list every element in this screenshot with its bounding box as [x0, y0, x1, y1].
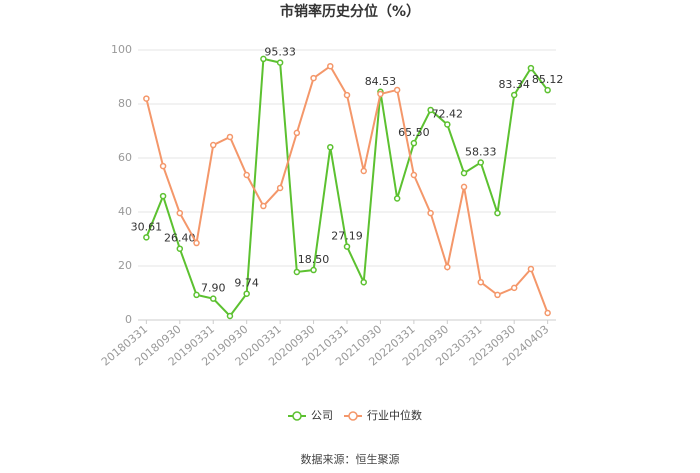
point [226, 312, 234, 320]
data-label: 27.19 [331, 230, 363, 243]
point [477, 278, 485, 286]
point [209, 141, 217, 149]
source: 数据来源：恒生聚源 [301, 452, 400, 466]
data-label: 9.74 [234, 277, 259, 290]
point [460, 169, 468, 177]
point [260, 202, 267, 210]
data-label: 30.61 [131, 220, 163, 233]
point [494, 209, 501, 217]
data-label: 7.90 [201, 282, 226, 295]
point [176, 209, 184, 217]
data-label: 83.34 [498, 78, 530, 91]
point [343, 243, 351, 250]
point [159, 162, 167, 170]
point [276, 59, 284, 66]
y-tick-label: 20 [118, 259, 132, 272]
point [444, 263, 451, 271]
point [293, 129, 301, 137]
series-line [145, 64, 549, 314]
legend-marker [292, 411, 302, 421]
data-label: 26.40 [164, 232, 196, 245]
data-label: 95.33 [264, 46, 296, 59]
legend-label: 公司 [311, 409, 333, 422]
point [410, 139, 418, 147]
point [310, 74, 317, 82]
point [209, 295, 217, 302]
y-tick-label: 80 [118, 97, 132, 110]
data-label: 58.33 [465, 146, 497, 159]
point [410, 171, 418, 179]
data-label: 72.42 [432, 107, 464, 120]
point [510, 284, 518, 292]
y-tick-label: 60 [118, 151, 132, 164]
data-label: 85.12 [532, 73, 564, 86]
data-label: 84.53 [365, 75, 397, 88]
point [544, 86, 551, 94]
point [360, 167, 367, 175]
point [444, 121, 451, 128]
chart-title: 市销率历史分位（%） [280, 3, 420, 20]
point [327, 62, 334, 70]
point [377, 90, 384, 98]
point [477, 159, 485, 166]
point [143, 234, 150, 241]
point [243, 290, 250, 297]
y-tick-label: 40 [118, 205, 132, 218]
point [193, 291, 200, 299]
y-tick-label: 100 [111, 43, 132, 56]
point [310, 266, 317, 274]
point [427, 209, 434, 217]
point [143, 95, 150, 102]
point [460, 183, 468, 191]
point [243, 171, 250, 179]
point [159, 192, 167, 200]
point [226, 133, 234, 141]
legend-label: 行业中位数 [367, 408, 422, 422]
point [393, 86, 401, 94]
point [327, 143, 334, 151]
data-label: 18.50 [298, 253, 330, 266]
point [193, 239, 200, 247]
point [427, 106, 434, 114]
point [343, 91, 351, 99]
data-label: 65.50 [398, 126, 430, 139]
point [527, 64, 535, 72]
point [494, 291, 501, 299]
point [544, 309, 551, 317]
point [276, 184, 284, 192]
point [510, 91, 518, 99]
point [293, 268, 301, 276]
point [260, 55, 267, 63]
point [393, 195, 401, 202]
point [360, 278, 367, 286]
legend-marker [348, 411, 358, 421]
point [176, 245, 184, 252]
y-tick-label: 0 [125, 313, 132, 326]
point [527, 265, 535, 273]
